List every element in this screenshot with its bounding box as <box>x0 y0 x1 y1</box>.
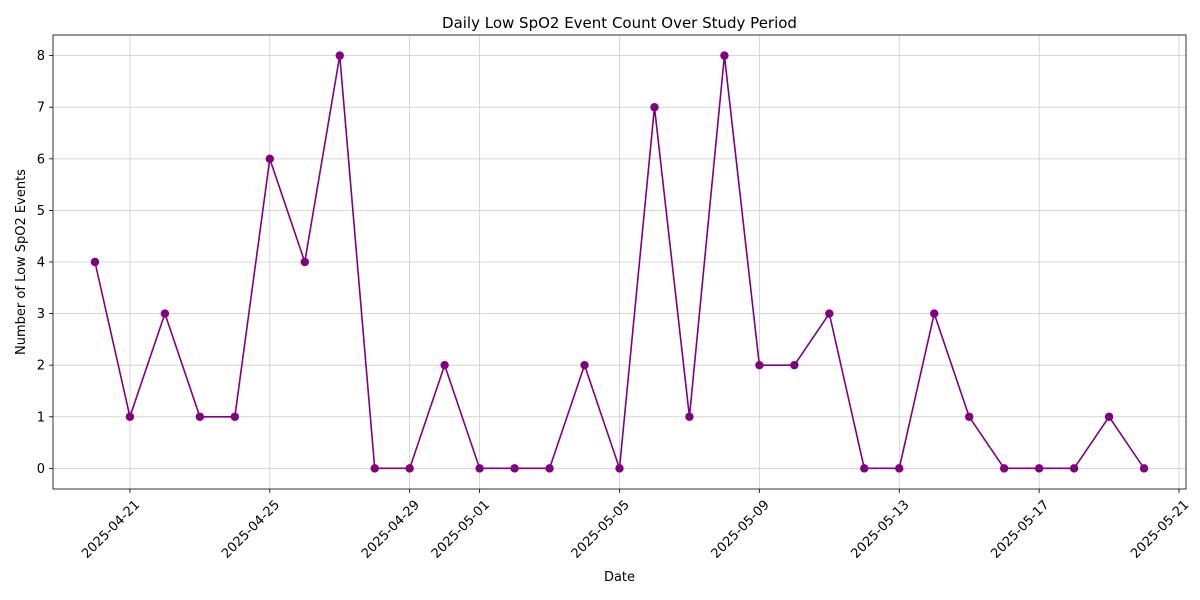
data-point <box>1139 464 1149 473</box>
y-tick-label: 6 <box>37 152 45 167</box>
data-point <box>720 51 729 60</box>
data-point <box>510 464 519 473</box>
x-axis-ticks: 2025-04-21 2025-04-25 2025-04-29 2025-05-01… <box>79 489 1192 562</box>
x-tick-label: 2025-05-05 <box>569 498 633 562</box>
data-point <box>125 412 135 421</box>
data-point <box>650 103 659 112</box>
x-tick-label: 2025-05-21 <box>1128 498 1192 562</box>
data-point <box>405 464 414 473</box>
data-point <box>230 412 240 421</box>
data-point <box>1034 464 1044 473</box>
y-tick-label: 0 <box>37 462 45 477</box>
data-point <box>895 464 904 473</box>
y-tick-label: 4 <box>37 256 45 271</box>
data-point <box>90 257 100 267</box>
x-tick-label: 2025-05-17 <box>988 498 1052 562</box>
y-tick-label: 1 <box>37 410 45 425</box>
y-tick-label: 3 <box>37 307 45 322</box>
data-point <box>335 51 344 60</box>
series-layer <box>90 51 1149 473</box>
x-tick-label: 2025-04-21 <box>79 498 143 562</box>
y-axis-ticks: 0 1 2 3 4 5 6 7 8 <box>37 49 53 477</box>
y-tick-label: 7 <box>37 101 45 116</box>
x-tick-label: 2025-05-01 <box>429 498 493 562</box>
y-axis-label: Number of Low SpO2 Events <box>14 169 29 355</box>
data-point <box>755 360 764 370</box>
data-point <box>999 464 1009 473</box>
data-point <box>300 257 309 267</box>
chart-title: Daily Low SpO2 Event Count Over Study Pe… <box>442 14 797 32</box>
data-point <box>964 412 974 421</box>
data-point <box>790 360 799 370</box>
x-axis-label: Date <box>604 570 635 585</box>
data-point <box>160 309 170 318</box>
data-point <box>1069 464 1079 473</box>
x-tick-label: 2025-04-25 <box>219 498 283 562</box>
y-tick-label: 5 <box>37 204 45 219</box>
data-point <box>685 412 694 421</box>
data-point <box>1104 412 1114 421</box>
data-point <box>370 464 379 473</box>
data-point <box>860 464 869 473</box>
y-tick-label: 2 <box>37 359 45 374</box>
grid-lines <box>53 35 1186 489</box>
data-point <box>545 464 554 473</box>
x-tick-label: 2025-05-13 <box>848 498 912 562</box>
data-point <box>825 309 834 318</box>
x-tick-label: 2025-04-29 <box>359 498 423 562</box>
data-point <box>475 464 484 473</box>
y-tick-label: 8 <box>37 49 45 64</box>
data-point <box>580 360 589 370</box>
data-point <box>930 309 939 318</box>
x-tick-label: 2025-05-09 <box>709 498 773 562</box>
data-point <box>265 154 275 164</box>
data-point <box>195 412 205 421</box>
data-point <box>615 464 624 473</box>
data-point <box>440 360 449 370</box>
